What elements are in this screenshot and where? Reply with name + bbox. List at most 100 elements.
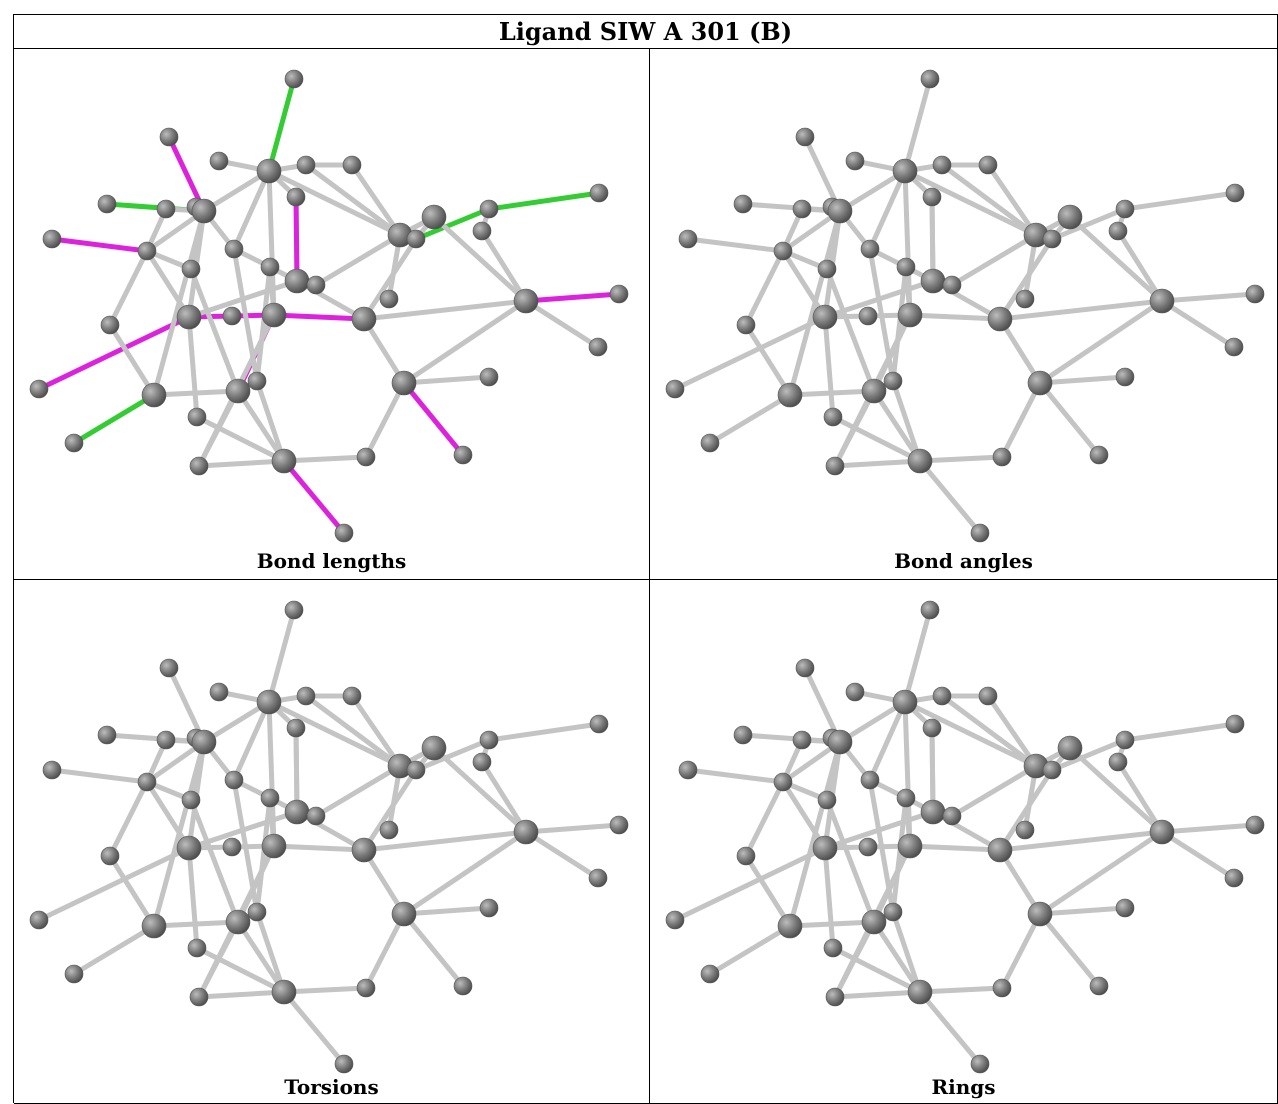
atom-9 [827, 729, 853, 755]
bond-19 [413, 737, 492, 773]
atom-20 [181, 259, 201, 279]
atom-0 [920, 600, 940, 620]
atom-19 [1108, 221, 1128, 241]
atom-30 [513, 819, 539, 845]
bond-60 [917, 989, 983, 1067]
atom-7 [156, 730, 176, 750]
atom-35 [861, 378, 887, 404]
bond-25 [1159, 291, 1258, 304]
atom-3 [256, 158, 282, 184]
atom-41 [189, 456, 209, 476]
bond-8 [837, 168, 908, 214]
atom-44 [453, 445, 473, 465]
atom-32 [588, 868, 608, 888]
atom-41 [825, 456, 845, 476]
atom-38 [1115, 367, 1135, 387]
bond-14 [231, 699, 272, 783]
bond-20 [486, 190, 602, 212]
bond-70 [832, 919, 877, 1000]
bond-54 [743, 853, 793, 929]
atom-28 [351, 837, 377, 863]
atom-43 [992, 978, 1012, 998]
atom-34 [777, 382, 803, 408]
bond-46 [188, 266, 241, 394]
atom-19 [1108, 752, 1128, 772]
bond-25 [523, 291, 622, 304]
bond-66 [997, 767, 1055, 853]
bond-69 [890, 795, 909, 915]
atom-26 [858, 837, 878, 857]
atom-29 [1015, 289, 1035, 309]
molecule-view-bond-angles [665, 69, 1265, 543]
bond-66 [997, 236, 1055, 322]
figure-sheet: Ligand SIW A 301 (B) Bond lengths Bond a… [13, 14, 1278, 1104]
atom-36 [247, 371, 267, 391]
bond-71 [231, 246, 260, 384]
atom-40 [64, 964, 84, 984]
atom-21 [260, 788, 280, 808]
atom-33 [29, 379, 49, 399]
atom-3 [256, 689, 282, 715]
atom-38 [1115, 898, 1135, 918]
bond-40 [743, 248, 786, 328]
bond-30 [313, 232, 403, 288]
atom-22 [284, 268, 310, 294]
bond-65 [997, 316, 1043, 386]
bond-60 [281, 989, 347, 1067]
bond-12 [902, 699, 1039, 769]
atom-26 [858, 306, 878, 326]
atom-0 [284, 69, 304, 89]
bond-12 [266, 168, 403, 238]
atom-25 [176, 835, 202, 861]
bond-0 [902, 76, 933, 174]
atom-30 [513, 288, 539, 314]
atom-14 [42, 229, 62, 249]
bond-26 [523, 829, 601, 881]
bond-0 [902, 607, 933, 705]
atom-24 [100, 846, 120, 866]
bond-20 [486, 721, 602, 743]
atom-5 [342, 155, 362, 175]
bond-14 [231, 168, 272, 252]
bond-12 [902, 168, 1039, 238]
bond-63 [401, 380, 466, 458]
atom-24 [736, 315, 756, 335]
bond-42 [36, 845, 192, 923]
atom-37 [391, 370, 417, 396]
bond-70 [196, 919, 241, 1000]
atom-20 [181, 790, 201, 810]
atom-39 [187, 938, 207, 958]
bond-24 [1115, 759, 1165, 835]
bond-49 [907, 843, 1003, 853]
bond-42 [672, 314, 828, 392]
bond-60 [281, 458, 347, 536]
atom-39 [823, 407, 843, 427]
atom-28 [987, 837, 1013, 863]
bond-12 [266, 699, 403, 769]
atom-32 [1224, 337, 1244, 357]
atom-37 [391, 901, 417, 927]
bond-36 [49, 767, 150, 785]
atom-44 [1089, 976, 1109, 996]
atom-37 [1027, 370, 1053, 396]
bond-36 [685, 767, 786, 785]
bond-30 [949, 232, 1039, 288]
atom-35 [225, 909, 251, 935]
bond-40 [107, 779, 150, 859]
bond-67 [186, 845, 200, 951]
atom-39 [823, 938, 843, 958]
bond-54 [107, 853, 157, 929]
atom-15 [137, 241, 157, 261]
bond-27 [997, 829, 1165, 853]
bond-63 [401, 911, 466, 989]
bond-62 [999, 911, 1043, 991]
bond-62 [363, 911, 407, 991]
atom-19 [472, 752, 492, 772]
panel-caption: Bond lengths [256, 549, 407, 573]
atom-11 [1057, 735, 1083, 761]
atom-0 [284, 600, 304, 620]
atom-32 [1224, 868, 1244, 888]
bond-40 [743, 779, 786, 859]
molecule-view-torsions [29, 600, 629, 1074]
atom-36 [247, 902, 267, 922]
